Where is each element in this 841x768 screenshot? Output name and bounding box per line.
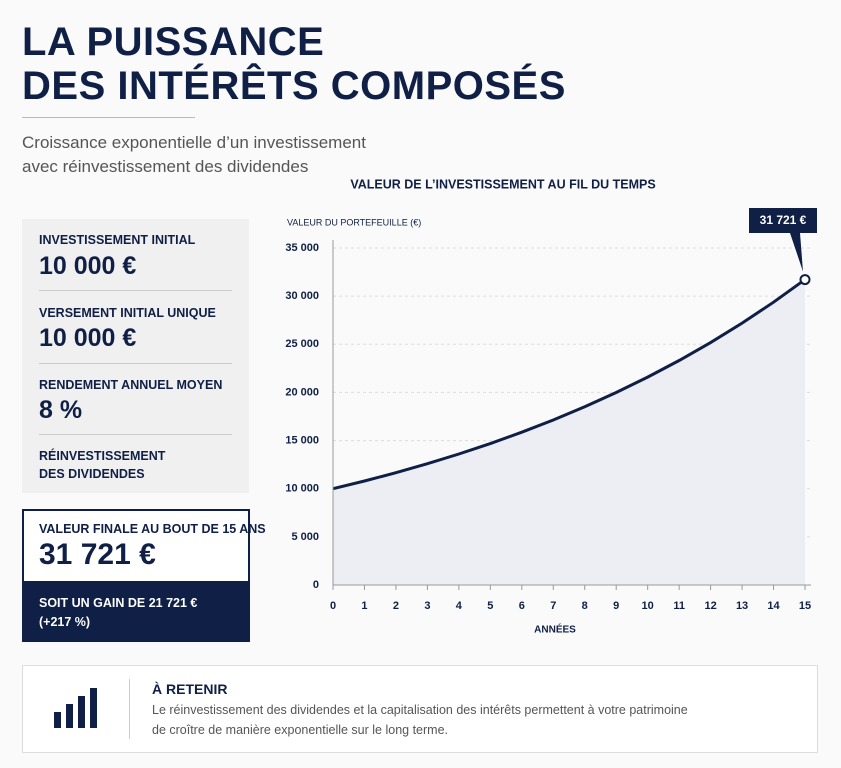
x-tick-label: 12 bbox=[704, 600, 716, 612]
x-tick-label: 13 bbox=[736, 600, 748, 612]
x-tick-label: 8 bbox=[582, 600, 588, 612]
x-tick-label: 15 bbox=[799, 600, 811, 612]
x-tick-label: 9 bbox=[613, 600, 619, 612]
y-tick-label: 0 bbox=[313, 579, 319, 591]
line bbox=[332, 278, 806, 491]
stat-label: VERSEMENT INITIAL UNIQUE bbox=[39, 306, 216, 320]
stats-panel bbox=[22, 219, 249, 493]
x-axis-label: ANNÉES bbox=[534, 623, 576, 636]
gain-box bbox=[22, 581, 250, 641]
y-axis-label: VALEUR DU PORTEFEUILLE (€) bbox=[287, 217, 421, 227]
x-tick-label: 2 bbox=[393, 600, 399, 612]
divider bbox=[22, 117, 195, 118]
end-point bbox=[799, 274, 811, 286]
divider bbox=[39, 434, 232, 435]
x-tick-label: 0 bbox=[330, 600, 336, 612]
chart-title: VALEUR DE L’INVESTISSEMENT AU FIL DU TEM… bbox=[350, 177, 655, 191]
x-tick-label: 11 bbox=[673, 600, 685, 612]
title: DES INTÉRÊTS COMPOSÉS bbox=[22, 64, 566, 108]
x-tick-label: 5 bbox=[487, 600, 493, 612]
y-tick-label: 30 000 bbox=[285, 290, 319, 302]
x-tick-label: 14 bbox=[767, 600, 780, 612]
stat-label: DES DIVIDENDES bbox=[39, 467, 145, 481]
x-tick-label: 1 bbox=[361, 600, 367, 612]
y-tick-label: 10 000 bbox=[285, 483, 319, 495]
icon-bar bbox=[78, 696, 85, 728]
result-label: VALEUR FINALE AU BOUT DE 15 ANS bbox=[39, 522, 266, 536]
y-tick-label: 25 000 bbox=[285, 338, 319, 350]
stat-value: 10 000 € bbox=[39, 324, 137, 352]
x-tick-label: 4 bbox=[456, 600, 463, 612]
divider bbox=[39, 290, 232, 291]
title: LA PUISSANCE bbox=[22, 20, 325, 64]
callout-box bbox=[749, 208, 817, 272]
x-tick-label: 7 bbox=[550, 600, 556, 612]
gain-text: (+217 %) bbox=[39, 615, 91, 629]
y-tick-label: 35 000 bbox=[285, 242, 319, 254]
stat-value: 8 % bbox=[39, 396, 83, 424]
subtitle: avec réinvestissement des dividendes bbox=[22, 157, 309, 176]
stat-label: RÉINVESTISSEMENT bbox=[39, 449, 166, 463]
takeaway-text: de croître de manière exponentielle sur … bbox=[152, 723, 448, 737]
icon-bar bbox=[90, 688, 97, 728]
result-value: 31 721 € bbox=[39, 538, 156, 571]
x-tick-label: 6 bbox=[519, 600, 525, 612]
subtitle: Croissance exponentielle d’un investisse… bbox=[22, 133, 366, 152]
stat-value: 10 000 € bbox=[39, 252, 137, 280]
divider bbox=[39, 363, 232, 364]
stat-label: RENDEMENT ANNUEL MOYEN bbox=[39, 378, 223, 392]
takeaway-text: Le réinvestissement des dividendes et la… bbox=[152, 703, 688, 717]
gain-text: SOIT UN GAIN DE 21 721 € bbox=[39, 596, 198, 610]
x-tick-label: 10 bbox=[642, 600, 654, 612]
takeaway-title: À RETENIR bbox=[152, 681, 228, 697]
takeaway-box bbox=[22, 665, 818, 753]
stat-label: INVESTISSEMENT INITIAL bbox=[39, 233, 196, 247]
annotation: 31 721 € bbox=[760, 213, 807, 227]
y-tick-label: 20 000 bbox=[285, 386, 319, 398]
divider bbox=[129, 679, 130, 739]
icon-bar bbox=[54, 712, 61, 728]
y-tick-label: 5 000 bbox=[291, 531, 319, 543]
x-tick-label: 3 bbox=[424, 600, 430, 612]
icon-bar bbox=[66, 704, 73, 728]
area bbox=[333, 279, 805, 585]
y-tick-label: 15 000 bbox=[285, 434, 319, 446]
